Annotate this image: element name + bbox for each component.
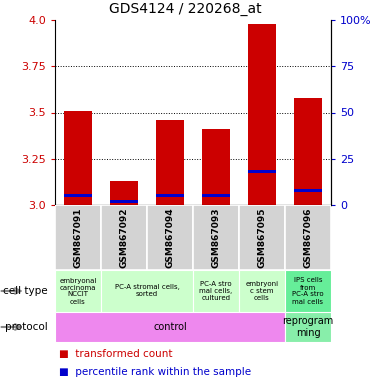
Bar	[294, 189, 322, 192]
Bar	[55, 270, 101, 312]
Text: ■  percentile rank within the sample: ■ percentile rank within the sample	[59, 367, 251, 377]
Text: GSM867095: GSM867095	[257, 207, 266, 268]
Bar	[64, 194, 92, 197]
Bar	[193, 270, 239, 312]
Text: embryonal
carcinoma
NCCIT
cells: embryonal carcinoma NCCIT cells	[59, 278, 97, 305]
Bar	[55, 205, 101, 270]
Bar	[294, 98, 322, 205]
Bar	[202, 129, 230, 205]
Text: ■  transformed count: ■ transformed count	[59, 349, 172, 359]
Bar	[156, 120, 184, 205]
Text: GSM867094: GSM867094	[165, 207, 174, 268]
Bar	[239, 270, 285, 312]
Text: PC-A stromal cells,
sorted: PC-A stromal cells, sorted	[115, 285, 180, 298]
Text: GSM867092: GSM867092	[119, 207, 128, 268]
Bar	[285, 270, 331, 312]
Text: GSM867096: GSM867096	[303, 207, 312, 268]
Text: cell type: cell type	[3, 286, 47, 296]
Text: GSM867091: GSM867091	[73, 207, 82, 268]
Text: embryoni
c stem
cells: embryoni c stem cells	[246, 281, 279, 301]
Bar	[248, 170, 276, 173]
Bar	[101, 205, 147, 270]
Bar	[101, 270, 193, 312]
Bar	[285, 312, 331, 342]
Text: protocol: protocol	[5, 322, 47, 332]
Bar	[110, 200, 138, 203]
Bar	[147, 205, 193, 270]
Bar	[64, 111, 92, 205]
Bar	[285, 205, 331, 270]
Bar	[156, 194, 184, 197]
Bar	[239, 205, 285, 270]
Bar	[193, 205, 239, 270]
Text: control: control	[153, 322, 187, 332]
Text: IPS cells
from
PC-A stro
mal cells: IPS cells from PC-A stro mal cells	[292, 278, 324, 305]
Text: GDS4124 / 220268_at: GDS4124 / 220268_at	[109, 2, 262, 16]
Bar	[55, 312, 285, 342]
Text: reprogram
ming: reprogram ming	[282, 316, 334, 338]
Bar	[202, 194, 230, 197]
Text: GSM867093: GSM867093	[211, 207, 220, 268]
Bar	[110, 181, 138, 205]
Bar	[248, 24, 276, 205]
Text: PC-A stro
mal cells,
cultured: PC-A stro mal cells, cultured	[199, 281, 233, 301]
